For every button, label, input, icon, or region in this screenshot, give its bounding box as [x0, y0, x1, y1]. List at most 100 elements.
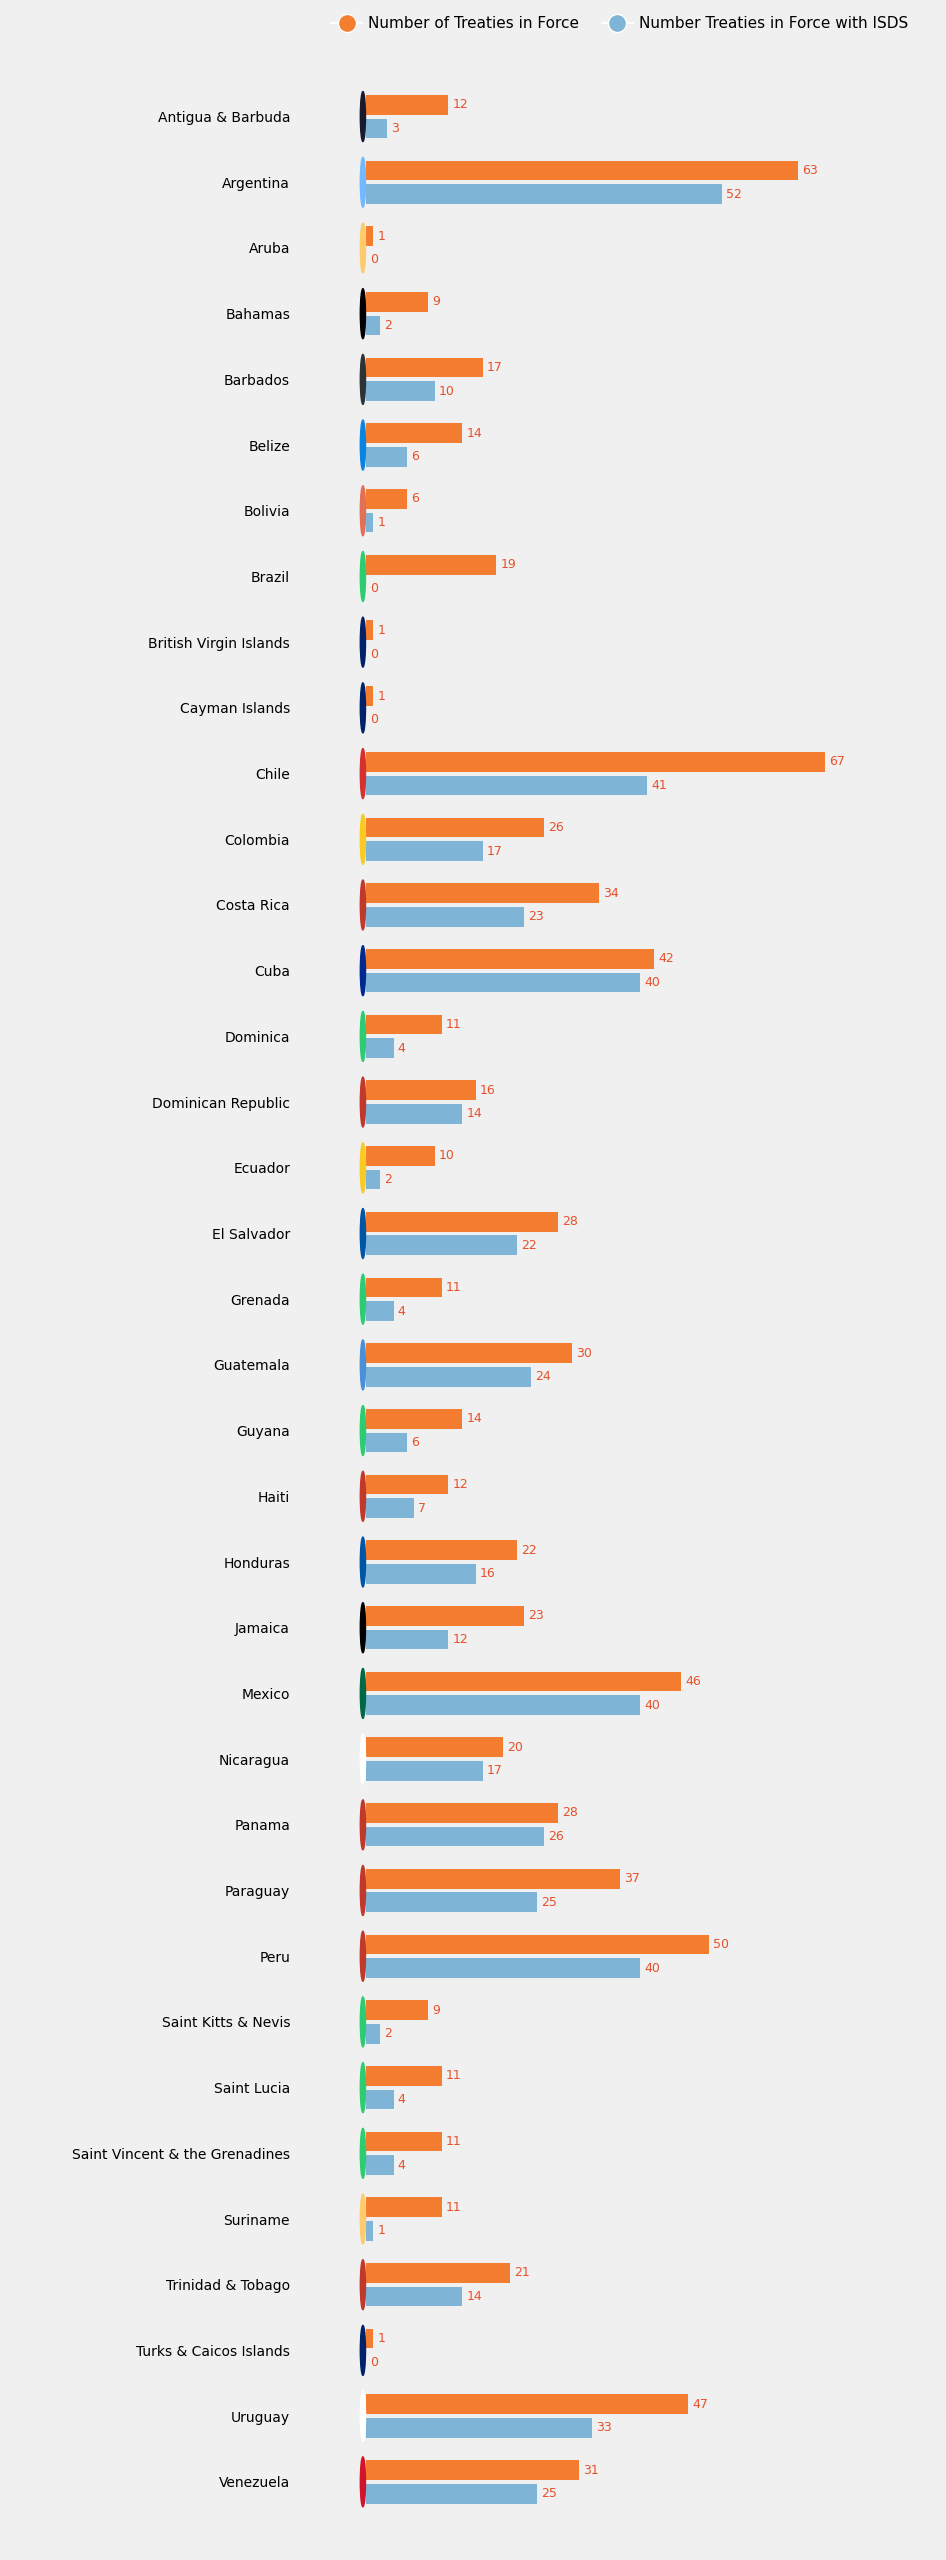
- Circle shape: [360, 1930, 365, 1981]
- Bar: [366, 315, 380, 335]
- Bar: [366, 1761, 482, 1782]
- Bar: [366, 95, 448, 115]
- Bar: [366, 1300, 394, 1321]
- Bar: [366, 1828, 544, 1846]
- Bar: [366, 1344, 571, 1362]
- Text: 28: 28: [562, 1807, 578, 1820]
- Text: 4: 4: [398, 2158, 406, 2171]
- Legend: Number of Treaties in Force, Number Treaties in Force with ISDS: Number of Treaties in Force, Number Trea…: [325, 10, 914, 36]
- Bar: [366, 906, 524, 927]
- Text: 30: 30: [576, 1347, 591, 1359]
- Text: 2: 2: [384, 2028, 392, 2040]
- Circle shape: [360, 748, 365, 799]
- Text: 11: 11: [446, 2202, 462, 2214]
- Bar: [366, 118, 387, 138]
- Text: 1: 1: [377, 625, 385, 637]
- Text: 52: 52: [727, 187, 743, 200]
- Circle shape: [360, 2127, 365, 2179]
- Bar: [366, 2483, 537, 2504]
- Text: 1: 1: [377, 689, 385, 701]
- Text: 17: 17: [487, 361, 502, 374]
- Bar: [366, 950, 654, 968]
- Text: 1: 1: [377, 2332, 385, 2345]
- Bar: [366, 358, 482, 376]
- Text: 10: 10: [439, 1149, 455, 1162]
- Text: 19: 19: [500, 558, 517, 571]
- Text: 17: 17: [487, 1764, 502, 1777]
- Circle shape: [360, 2260, 365, 2309]
- Text: 11: 11: [446, 2135, 462, 2148]
- Bar: [366, 1738, 503, 1756]
- Circle shape: [360, 486, 365, 535]
- Text: 3: 3: [391, 123, 399, 136]
- Circle shape: [360, 353, 365, 404]
- Text: 24: 24: [534, 1370, 551, 1382]
- Text: 22: 22: [521, 1544, 536, 1556]
- Text: 6: 6: [412, 492, 419, 504]
- Bar: [366, 1147, 435, 1165]
- Text: 12: 12: [452, 97, 468, 110]
- Text: 23: 23: [528, 1610, 544, 1623]
- Circle shape: [360, 1733, 365, 1784]
- Circle shape: [360, 684, 365, 732]
- Bar: [366, 817, 544, 837]
- Circle shape: [360, 1078, 365, 1126]
- Bar: [366, 1802, 558, 1823]
- Circle shape: [360, 1339, 365, 1390]
- Text: 6: 6: [412, 1436, 419, 1449]
- Text: 4: 4: [398, 2094, 406, 2107]
- Circle shape: [360, 2458, 365, 2506]
- Text: 33: 33: [596, 2422, 612, 2435]
- Text: 63: 63: [802, 164, 817, 177]
- Bar: [366, 1080, 476, 1101]
- Text: 14: 14: [466, 2291, 482, 2304]
- Text: 21: 21: [515, 2266, 530, 2278]
- Bar: [366, 1869, 620, 1889]
- Circle shape: [360, 2324, 365, 2376]
- Circle shape: [360, 1669, 365, 1718]
- Bar: [366, 1631, 448, 1649]
- Bar: [366, 2419, 592, 2437]
- Bar: [366, 1103, 463, 1124]
- Text: 26: 26: [549, 1830, 564, 1843]
- Text: 6: 6: [412, 451, 419, 463]
- Text: 42: 42: [658, 952, 674, 965]
- Bar: [366, 973, 640, 993]
- Text: 11: 11: [446, 1280, 462, 1293]
- Circle shape: [360, 1536, 365, 1587]
- Circle shape: [360, 881, 365, 929]
- Bar: [366, 1498, 414, 1518]
- Text: 0: 0: [371, 253, 378, 266]
- Text: 34: 34: [604, 886, 619, 899]
- Circle shape: [360, 617, 365, 668]
- Bar: [366, 512, 373, 532]
- Bar: [366, 753, 825, 771]
- Circle shape: [360, 2391, 365, 2442]
- Bar: [366, 776, 647, 796]
- Bar: [366, 556, 497, 573]
- Circle shape: [360, 1997, 365, 2048]
- Bar: [366, 1564, 476, 1585]
- Circle shape: [360, 2194, 365, 2245]
- Circle shape: [360, 156, 365, 207]
- Text: 2: 2: [384, 1172, 392, 1185]
- Bar: [366, 381, 435, 402]
- Circle shape: [360, 1405, 365, 1457]
- Circle shape: [360, 1142, 365, 1193]
- Bar: [366, 1211, 558, 1231]
- Bar: [366, 2196, 442, 2217]
- Bar: [366, 686, 373, 707]
- Text: 40: 40: [644, 1961, 660, 1974]
- Text: 11: 11: [446, 1019, 462, 1032]
- Bar: [366, 2025, 380, 2043]
- Text: 0: 0: [371, 581, 378, 594]
- Bar: [366, 1695, 640, 1715]
- Bar: [366, 2286, 463, 2307]
- Bar: [366, 2394, 688, 2414]
- Text: 26: 26: [549, 822, 564, 835]
- Circle shape: [360, 1800, 365, 1851]
- Circle shape: [360, 1472, 365, 1521]
- Text: 28: 28: [562, 1216, 578, 1229]
- Bar: [366, 620, 373, 640]
- Bar: [366, 489, 408, 509]
